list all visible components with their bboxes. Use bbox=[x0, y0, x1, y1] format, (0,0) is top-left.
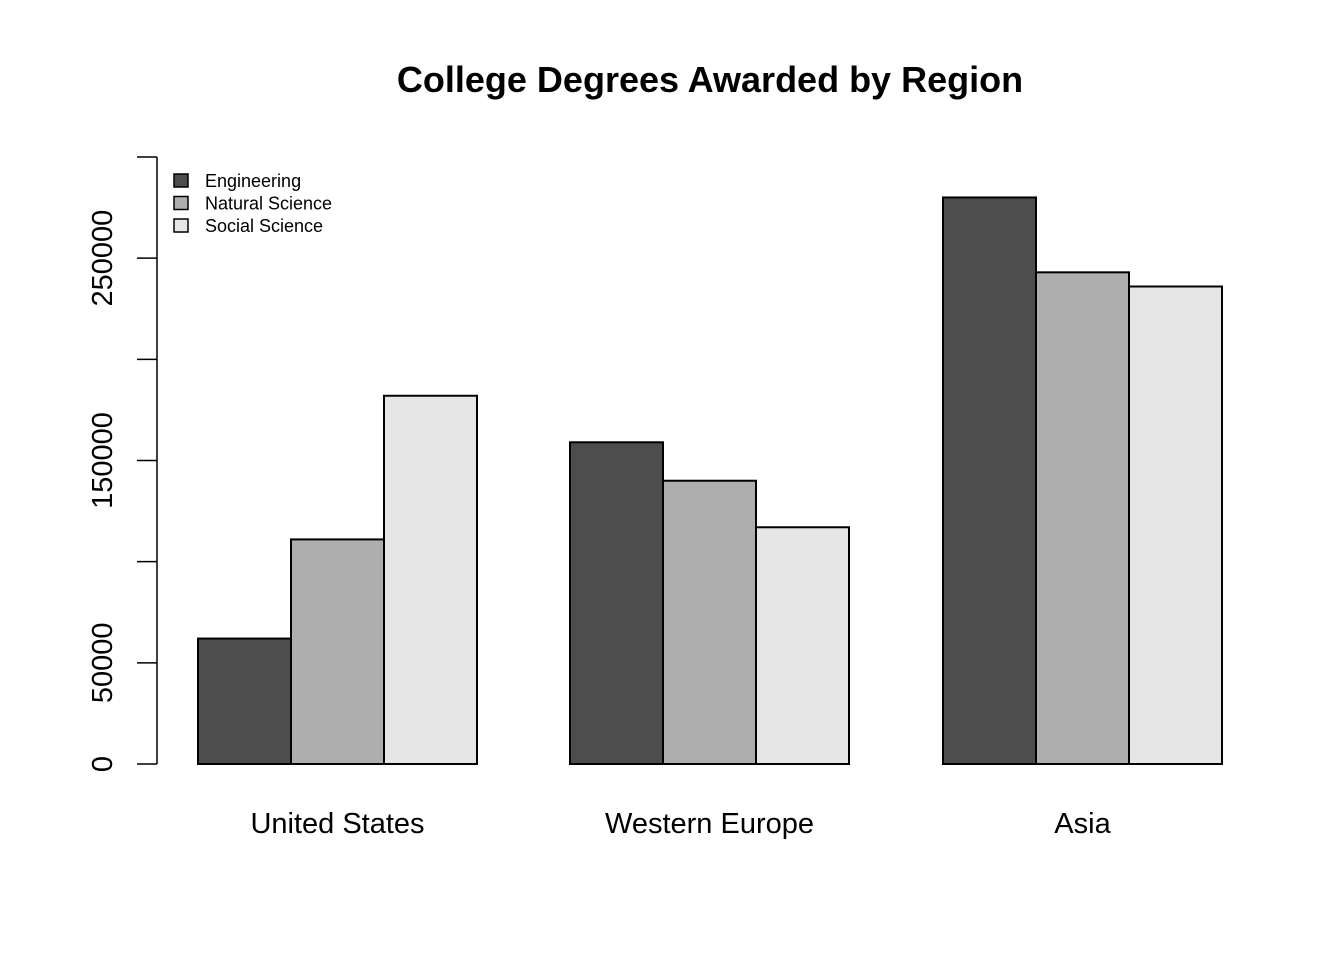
bar-natural-science-western-europe bbox=[662, 479, 757, 765]
legend-swatch bbox=[173, 218, 189, 233]
y-tick-label: 50000 bbox=[87, 623, 119, 704]
bars-layer bbox=[197, 196, 1223, 766]
y-axis: 0 50000 150000 250000 bbox=[87, 156, 158, 772]
x-category-label: Asia bbox=[1054, 808, 1111, 840]
bar-social-science-united-states bbox=[383, 394, 478, 765]
legend-label: Natural Science bbox=[205, 194, 332, 214]
bar-engineering-asia bbox=[942, 196, 1037, 765]
bar-natural-science-united-states bbox=[290, 538, 385, 765]
chart-title: College Degrees Awarded by Region bbox=[397, 59, 1023, 100]
y-tick-label: 0 bbox=[87, 756, 119, 772]
x-category-label: United States bbox=[250, 808, 424, 840]
bar-social-science-western-europe bbox=[755, 526, 850, 766]
bar-engineering-western-europe bbox=[569, 441, 664, 765]
legend-label: Social Science bbox=[205, 216, 323, 236]
legend-swatch bbox=[173, 173, 189, 188]
x-category-label: Western Europe bbox=[605, 808, 814, 840]
legend-label: Engineering bbox=[205, 171, 301, 191]
bar-engineering-united-states bbox=[197, 637, 292, 766]
bar-social-science-asia bbox=[1128, 285, 1223, 765]
y-tick-label: 250000 bbox=[87, 210, 119, 307]
y-tick-label: 150000 bbox=[87, 412, 119, 509]
x-axis-labels: United States Western Europe Asia bbox=[250, 808, 1111, 840]
bar-natural-science-asia bbox=[1035, 271, 1130, 765]
legend-swatch bbox=[173, 195, 189, 211]
